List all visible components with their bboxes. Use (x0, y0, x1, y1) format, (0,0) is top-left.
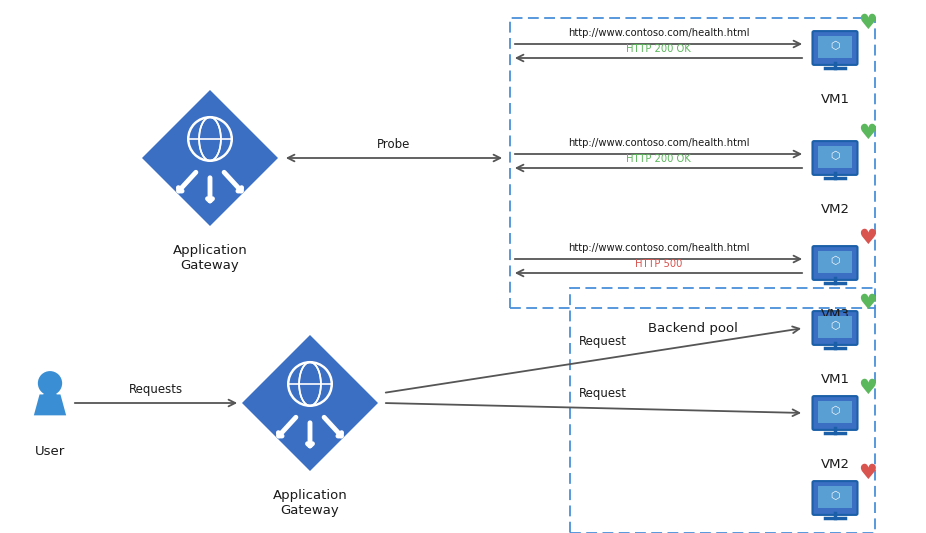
FancyBboxPatch shape (818, 316, 852, 338)
Text: ⬡: ⬡ (831, 41, 840, 51)
Text: VM3: VM3 (820, 308, 849, 321)
Text: Request: Request (579, 387, 627, 400)
Text: HTTP 200 OK: HTTP 200 OK (626, 154, 691, 164)
Text: ⬡: ⬡ (831, 491, 840, 501)
Text: Requests: Requests (129, 383, 183, 396)
Text: http://www.contoso.com/health.html: http://www.contoso.com/health.html (568, 28, 749, 38)
Text: ♥: ♥ (857, 123, 876, 143)
Text: ♥: ♥ (857, 378, 876, 398)
Text: Backend pool: Backend pool (647, 322, 737, 335)
FancyBboxPatch shape (812, 246, 857, 280)
Text: VM1: VM1 (820, 93, 849, 106)
Text: ⬡: ⬡ (831, 321, 840, 331)
FancyBboxPatch shape (818, 146, 852, 168)
Text: ♥: ♥ (857, 13, 876, 33)
FancyBboxPatch shape (812, 481, 857, 515)
Text: Application
Gateway: Application Gateway (172, 244, 247, 272)
Text: http://www.contoso.com/health.html: http://www.contoso.com/health.html (568, 243, 749, 253)
Text: Probe: Probe (377, 138, 411, 151)
FancyBboxPatch shape (818, 486, 852, 508)
Polygon shape (242, 335, 378, 471)
Text: http://www.contoso.com/health.html: http://www.contoso.com/health.html (568, 138, 749, 148)
Text: VM1: VM1 (820, 373, 849, 386)
FancyBboxPatch shape (818, 36, 852, 58)
Text: ♥: ♥ (857, 293, 876, 313)
Polygon shape (142, 90, 278, 226)
Text: Application
Gateway: Application Gateway (272, 489, 347, 517)
Circle shape (38, 371, 62, 395)
FancyBboxPatch shape (818, 401, 852, 423)
FancyBboxPatch shape (812, 396, 857, 430)
Circle shape (44, 389, 56, 403)
Text: ♥: ♥ (857, 228, 876, 248)
Text: ♥: ♥ (857, 463, 876, 483)
Text: Request: Request (579, 335, 627, 349)
Text: ⬡: ⬡ (831, 256, 840, 266)
Text: User: User (35, 445, 65, 458)
Text: ⬡: ⬡ (831, 406, 840, 416)
FancyBboxPatch shape (812, 31, 857, 65)
Text: ⬡: ⬡ (831, 151, 840, 161)
Text: VM2: VM2 (820, 203, 849, 216)
Text: HTTP 200 OK: HTTP 200 OK (626, 44, 691, 54)
FancyBboxPatch shape (818, 251, 852, 273)
Text: VM2: VM2 (820, 458, 849, 471)
FancyBboxPatch shape (812, 141, 857, 175)
Polygon shape (34, 394, 66, 415)
Text: HTTP 500: HTTP 500 (635, 259, 682, 269)
FancyBboxPatch shape (812, 311, 857, 345)
